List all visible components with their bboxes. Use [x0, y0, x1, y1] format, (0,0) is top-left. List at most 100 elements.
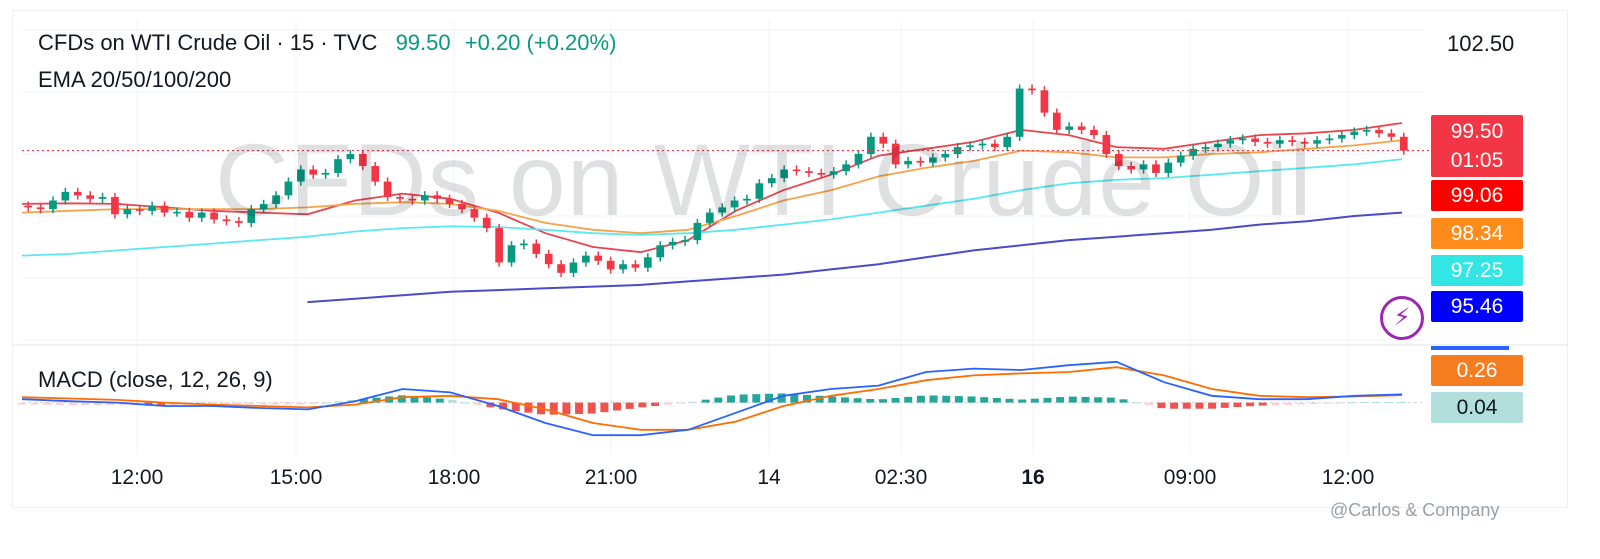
candle-body: [1387, 133, 1396, 137]
candle-body: [1090, 129, 1098, 136]
candle-body: [1015, 88, 1024, 137]
candle-body: [532, 243, 541, 254]
macd-histogram-bar: [486, 402, 495, 408]
candle-body: [247, 209, 256, 223]
candle-body: [135, 209, 144, 211]
macd-line: [21, 360, 1403, 437]
macd-histogram-bar: [853, 398, 862, 403]
candle-body: [606, 260, 615, 270]
candle-body: [284, 181, 293, 196]
candle-body: [1238, 138, 1247, 141]
price-change: +0.20 (+0.20%): [464, 30, 617, 55]
candle-body: [408, 198, 417, 201]
candle-body: [1288, 140, 1297, 142]
candle-body: [86, 195, 95, 199]
candle-body: [1350, 131, 1359, 136]
candle-body: [1325, 138, 1334, 141]
candle-body: [420, 195, 429, 201]
macd-histogram-bar: [1018, 399, 1027, 403]
macd-histogram-bar: [1030, 398, 1039, 403]
candle-body: [98, 197, 107, 199]
macd-histogram-bar: [296, 402, 305, 405]
candle-body: [854, 154, 863, 165]
candle-body: [891, 143, 900, 165]
candle-body: [433, 195, 442, 199]
x-tick-label: 12:00: [110, 466, 164, 489]
candle-body: [544, 253, 553, 265]
macd-histogram-bar: [43, 402, 52, 405]
ema-indicator-label[interactable]: EMA 20/50/100/200: [38, 67, 232, 92]
macd-histogram-bar: [1220, 402, 1229, 408]
candle-body: [817, 172, 826, 175]
candle-body: [321, 172, 330, 175]
x-tick-label: 18:00: [427, 466, 481, 489]
macd-histogram-bar: [448, 399, 457, 403]
macd-histogram-bar: [157, 402, 166, 406]
candle-body: [780, 169, 789, 179]
candle-body: [1201, 147, 1210, 149]
candle-body: [24, 205, 33, 208]
macd-histogram-bar: [752, 394, 761, 403]
candle-body: [520, 243, 528, 246]
x-tick-label: 09:00: [1163, 466, 1217, 489]
candle-body: [272, 195, 280, 204]
candle-body: [1189, 148, 1197, 156]
ema-line-3: [21, 158, 1403, 257]
macd-histogram-bar: [93, 402, 102, 406]
ema200-price-tag: 95.46: [1431, 291, 1523, 322]
candle-body: [1313, 140, 1321, 144]
macd-histogram-bar: [764, 393, 773, 403]
candle-body: [879, 136, 888, 144]
macd-histogram-bar: [828, 396, 837, 403]
candle-body: [235, 221, 243, 223]
macd-histogram-bar: [1157, 402, 1166, 409]
candle-body: [867, 136, 875, 154]
macd-histogram-bar: [1132, 402, 1141, 404]
candle-body: [1114, 154, 1123, 167]
macd-histogram-bar: [1068, 396, 1077, 403]
macd-histogram-bar: [1296, 402, 1305, 405]
x-tick-label: 16: [1021, 466, 1045, 489]
credit-text: @Carlos & Company: [1330, 500, 1500, 520]
histogram-value-tag: 0.04: [1431, 392, 1523, 423]
x-tick-label: 21:00: [584, 466, 638, 489]
candle-body: [1214, 143, 1222, 148]
macd-histogram-bar: [220, 402, 229, 404]
candle-body: [185, 211, 194, 218]
candle-body: [929, 157, 937, 163]
candle-body: [123, 209, 132, 215]
macd-histogram-bar: [1360, 401, 1369, 403]
candle-body: [1052, 112, 1061, 130]
macd-histogram-bar: [169, 402, 178, 406]
candle-body: [1102, 135, 1111, 154]
macd-histogram-bar: [777, 393, 786, 403]
candle-body: [358, 154, 367, 167]
candle-body: [160, 205, 169, 213]
macd-histogram-bar: [410, 396, 419, 403]
lightning-icon[interactable]: ⚡: [1380, 296, 1424, 340]
last-price-tag-value: 99.50: [1450, 120, 1504, 143]
candle-body: [309, 169, 318, 175]
macd-histogram-bar: [1347, 402, 1356, 404]
macd-indicator-label[interactable]: MACD (close, 12, 26, 9): [38, 367, 273, 392]
candle-body: [631, 264, 640, 268]
macd-histogram-bar: [739, 394, 748, 403]
candle-body: [693, 222, 702, 241]
macd-histogram-bar: [81, 402, 90, 406]
candle-body: [1164, 162, 1173, 173]
candle-body: [61, 191, 70, 201]
candle-body: [346, 154, 355, 160]
macd-histogram-bar: [321, 402, 330, 404]
macd-histogram-bar: [18, 402, 26, 405]
symbol-title: CFDs on WTI Crude Oil · 15 · TVC: [38, 30, 378, 55]
candle-body: [482, 217, 491, 229]
macd-histogram-bar: [1005, 398, 1014, 403]
symbol-header[interactable]: CFDs on WTI Crude Oil · 15 · TVC 99.50 +…: [38, 30, 616, 56]
macd-histogram-bar: [929, 395, 938, 403]
macd-histogram-bar: [397, 395, 406, 403]
macd-histogram-bar: [1284, 402, 1293, 405]
macd-histogram-bar: [625, 402, 634, 409]
macd-histogram-bar: [1258, 402, 1267, 406]
candle-body: [1127, 166, 1136, 170]
